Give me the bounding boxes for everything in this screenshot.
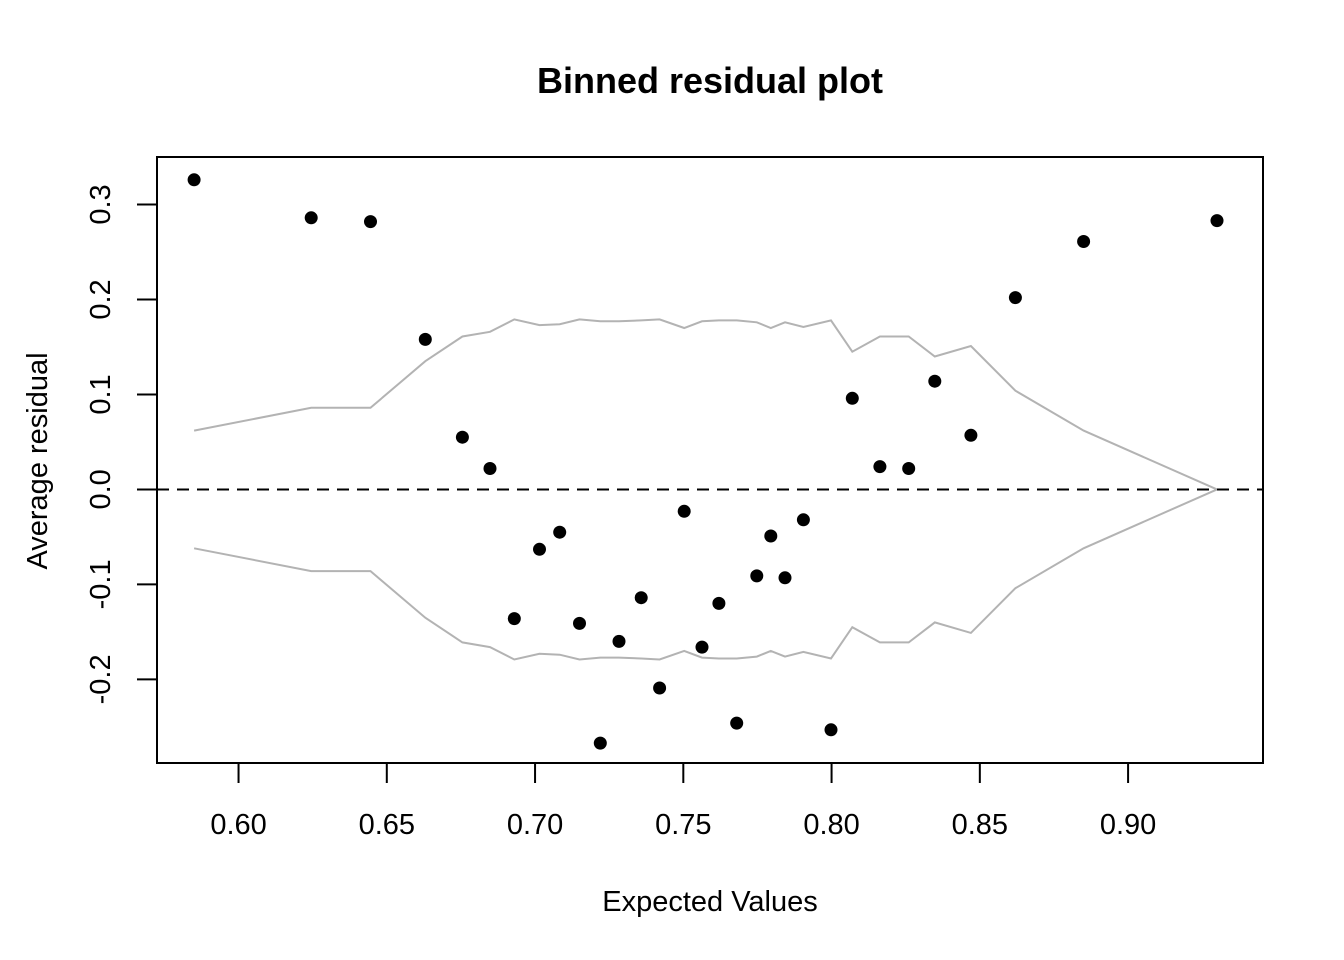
residual-point [483, 462, 497, 475]
residual-point [634, 591, 648, 605]
residual-point [553, 525, 567, 539]
residual-point [730, 716, 744, 730]
x-tick-label: 0.90 [1100, 809, 1156, 841]
residual-point [873, 460, 887, 474]
residual-point [533, 542, 546, 556]
residual-point [455, 430, 469, 444]
residual-point [573, 616, 586, 630]
residual-point [1008, 291, 1022, 305]
y-tick-label: 0.2 [85, 279, 117, 319]
residual-point [677, 504, 691, 518]
x-axis-label: Expected Values [602, 886, 818, 918]
residual-point [1210, 214, 1224, 228]
residual-point [824, 723, 838, 737]
residual-point [712, 596, 726, 610]
lower-bound-line [193, 488, 1218, 661]
y-tick-label: -0.1 [85, 559, 117, 609]
x-axis: 0.60 0.65 0.70 0.75 0.80 0.85 0.90 [210, 762, 1156, 841]
residual-point [304, 211, 318, 225]
confidence-bounds [193, 318, 1218, 661]
residual-points [187, 173, 1224, 750]
x-tick-label: 0.60 [210, 809, 266, 841]
x-tick-label: 0.80 [803, 809, 859, 841]
x-tick-label: 0.75 [655, 809, 711, 841]
residual-point [750, 569, 764, 583]
y-tick-label: 0.1 [85, 374, 117, 414]
residual-point [187, 173, 201, 187]
residual-point [845, 391, 859, 405]
residual-point [778, 571, 792, 585]
residual-point [507, 612, 521, 626]
residual-point [764, 529, 778, 543]
x-tick-label: 0.70 [507, 809, 563, 841]
y-tick-label: -0.2 [85, 654, 117, 704]
residual-point [364, 215, 377, 229]
residual-point [796, 513, 810, 527]
residual-point [653, 681, 667, 695]
upper-bound-line [193, 318, 1218, 491]
residual-point [1077, 235, 1091, 248]
chart-title: Binned residual plot [537, 60, 883, 101]
y-axis: -0.2 -0.1 0.0 0.1 0.2 0.3 [85, 184, 158, 704]
residual-point [593, 736, 607, 750]
residual-point [902, 462, 916, 475]
y-tick-label: 0.3 [85, 184, 117, 224]
residual-point [612, 634, 626, 648]
residual-point [695, 640, 709, 654]
residual-point [964, 428, 978, 442]
x-tick-label: 0.85 [952, 809, 1008, 841]
plot-frame [156, 156, 1264, 764]
residual-point [418, 332, 432, 346]
x-tick-label: 0.65 [359, 809, 415, 841]
y-axis-label: Average residual [22, 352, 54, 569]
residual-point [928, 374, 942, 388]
y-tick-label: 0.0 [85, 469, 117, 509]
